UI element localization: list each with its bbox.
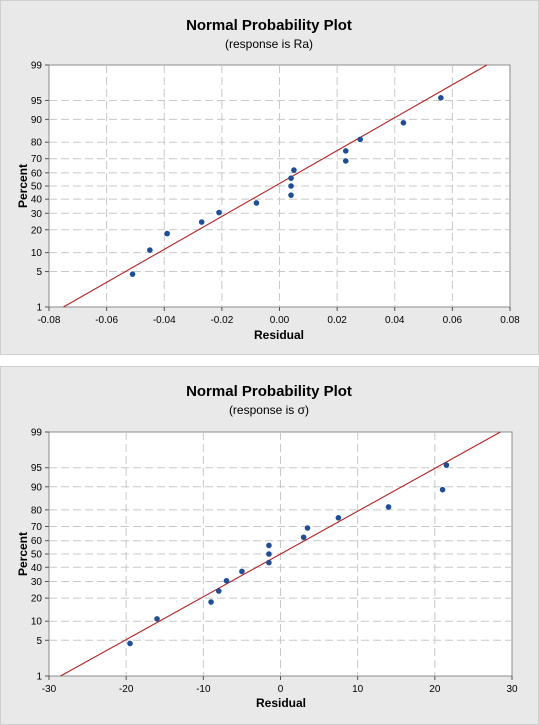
y-tick-label: 50	[31, 182, 43, 193]
x-tick-label: 20	[429, 684, 441, 695]
data-point	[266, 551, 272, 557]
data-point	[300, 534, 307, 541]
data-point	[288, 175, 294, 181]
data-point	[400, 119, 407, 126]
y-tick-label: 99	[31, 428, 43, 439]
y-axis-title: Percent	[16, 164, 30, 208]
data-point	[215, 588, 222, 594]
data-point	[342, 158, 349, 164]
data-point	[208, 599, 214, 605]
y-tick-label: 95	[31, 96, 43, 107]
y-tick-label: 10	[31, 248, 43, 259]
x-tick-label: 0	[278, 684, 284, 695]
data-point	[443, 462, 450, 468]
normal-probability-plot-sigma: Normal Probability Plot (response is σ) …	[16, 383, 518, 710]
x-tick-label: -0.04	[153, 315, 176, 326]
data-point	[127, 640, 133, 647]
y-tick-label: 10	[31, 617, 43, 628]
fit-line	[63, 64, 488, 308]
data-point	[216, 209, 222, 216]
data-point	[288, 183, 294, 189]
x-tick-label: 0.04	[385, 315, 405, 326]
y-tick-label: 70	[31, 522, 43, 533]
data-point	[154, 616, 160, 622]
data-point	[164, 230, 170, 237]
y-tick-label: 50	[31, 550, 43, 561]
data-point	[266, 542, 272, 549]
y-tick-label: 60	[31, 536, 43, 547]
x-tick-label: -0.08	[38, 315, 61, 326]
y-axis-title: Percent	[16, 532, 30, 576]
x-tick-label: -10	[196, 684, 211, 695]
y-tick-label: 1	[36, 303, 42, 314]
data-point	[304, 525, 311, 531]
data-point	[266, 559, 272, 566]
normal-probability-plot-ra: Normal Probability Plot (response is Ra)…	[16, 17, 520, 342]
y-tick-label: 20	[31, 594, 43, 605]
x-tick-label: -20	[119, 684, 134, 695]
x-tick-label: 30	[506, 684, 518, 695]
x-tick-label: -30	[42, 684, 57, 695]
y-tick-label: 20	[31, 225, 43, 236]
y-tick-label: 40	[31, 195, 43, 206]
data-point	[239, 568, 245, 575]
y-tick-label: 80	[31, 505, 43, 516]
data-point	[439, 486, 446, 493]
data-point	[357, 136, 363, 143]
y-tick-label: 80	[31, 138, 43, 149]
data-point	[129, 271, 136, 277]
y-tick-label: 40	[31, 563, 43, 574]
y-tick-label: 5	[36, 267, 42, 278]
y-tick-label: 1	[36, 672, 42, 683]
chart-title: Normal Probability Plot	[186, 17, 352, 34]
x-tick-label: -0.06	[95, 315, 118, 326]
chart-title: Normal Probability Plot	[186, 383, 352, 400]
y-tick-label: 90	[31, 482, 43, 493]
x-tick-label: 0.00	[270, 315, 290, 326]
data-point	[223, 577, 230, 584]
y-tick-label: 30	[31, 209, 43, 220]
data-point	[288, 192, 294, 198]
y-tick-label: 5	[36, 636, 42, 647]
y-tick-label: 60	[31, 168, 43, 179]
x-tick-label: -0.02	[210, 315, 233, 326]
chart-subtitle: (response is σ)	[229, 403, 309, 417]
x-tick-label: 0.06	[443, 315, 463, 326]
y-tick-label: 90	[31, 115, 43, 126]
data-point	[198, 219, 205, 225]
data-point	[438, 95, 444, 101]
chart-subtitle: (response is Ra)	[225, 37, 313, 51]
data-point	[147, 247, 153, 253]
chart-panel-ra: Normal Probability Plot (response is Ra)…	[0, 0, 539, 355]
x-tick-label: 10	[352, 684, 364, 695]
chart-panel-sigma: Normal Probability Plot (response is σ) …	[0, 366, 539, 725]
x-axis-title: Residual	[254, 328, 304, 342]
data-point	[291, 167, 297, 173]
x-tick-label: 0.02	[327, 315, 347, 326]
x-tick-label: 0.08	[500, 315, 520, 326]
data-point	[335, 514, 342, 521]
y-tick-label: 95	[31, 463, 43, 474]
y-tick-label: 99	[31, 61, 43, 72]
data-point	[385, 504, 392, 510]
x-axis-title: Residual	[256, 696, 306, 710]
y-tick-label: 30	[31, 577, 43, 588]
data-point	[342, 148, 349, 154]
fit-line	[60, 431, 501, 677]
data-point	[253, 200, 260, 206]
y-tick-label: 70	[31, 154, 43, 165]
